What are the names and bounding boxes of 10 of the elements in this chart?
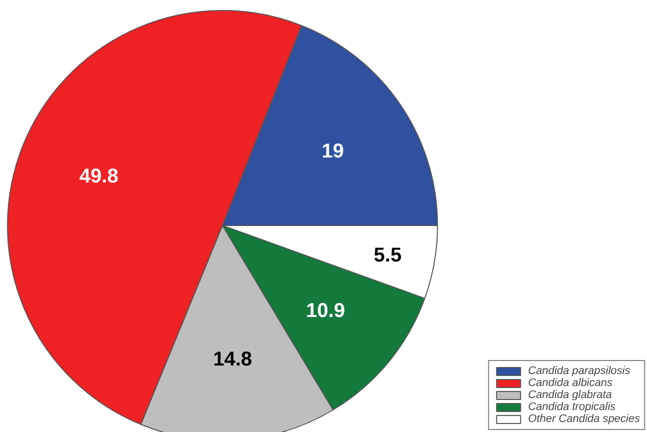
legend-label: Candida albicans: [528, 377, 612, 389]
legend-label: Other Candida species: [528, 413, 640, 425]
data-label: 5.5: [374, 244, 402, 266]
legend-label: Candida parapsilosis: [528, 365, 630, 377]
data-label: 10.9: [306, 300, 345, 322]
data-label: 14.8: [213, 348, 252, 370]
data-label: 49.8: [79, 166, 118, 188]
legend-label: Candida glabrata: [528, 389, 612, 401]
data-label: 19: [322, 140, 344, 163]
legend-label: Candida tropicalis: [528, 401, 616, 413]
